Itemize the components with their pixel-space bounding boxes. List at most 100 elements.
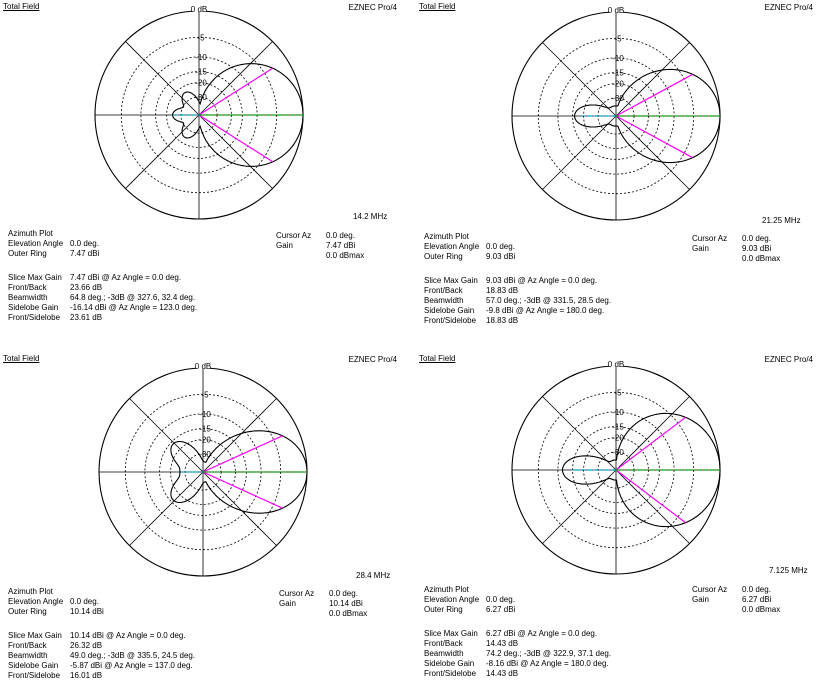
slice-max-value: 7.47 dBi @ Az Angle = 0.0 deg. bbox=[70, 273, 182, 282]
ring-label: -10 bbox=[195, 53, 207, 62]
plot-window-21mhz: Total Field EZNEC Pro/4 0 dB -5 -10 -15 -20 -… bbox=[416, 0, 821, 340]
radiation-pattern bbox=[170, 430, 308, 514]
front-back-value: 23.66 dB bbox=[70, 283, 103, 292]
gain-label: Gain bbox=[276, 241, 293, 250]
ring-label: -20 bbox=[199, 436, 211, 445]
ring-label: -15 bbox=[612, 423, 624, 432]
polar-plot[interactable]: 0 dB -5 -10 -15 -20 -30 bbox=[416, 352, 821, 584]
slice-max-label: Slice Max Gain bbox=[8, 273, 62, 282]
grid-spoke bbox=[615, 115, 690, 190]
front-back-label: Front/Back bbox=[8, 641, 47, 650]
ring-label: -30 bbox=[199, 450, 211, 459]
panel-title: Total Field bbox=[3, 354, 40, 363]
gain-max-value: 0.0 dBmax bbox=[742, 254, 781, 263]
polar-plot[interactable]: 0 dB -5 -10 -15 -20 -30 bbox=[0, 352, 405, 584]
outer-ring-label: Outer Ring bbox=[8, 249, 47, 258]
front-back-label: Front/Back bbox=[8, 283, 47, 292]
beamwidth-label: Beamwidth bbox=[424, 296, 464, 305]
cursor-az-label: Cursor Az bbox=[692, 234, 728, 243]
zero-db-label-bg bbox=[192, 4, 206, 12]
front-back-value: 18.83 dB bbox=[486, 286, 519, 295]
ring-label: -10 bbox=[199, 410, 211, 419]
ring-label: -10 bbox=[612, 54, 624, 63]
panel-title: Total Field bbox=[3, 2, 40, 11]
front-sidelobe-label: Front/Sidelobe bbox=[8, 313, 61, 322]
frequency-label: 14.2 MHz bbox=[353, 212, 388, 221]
front-sidelobe-value: 14.43 dB bbox=[486, 669, 519, 678]
zero-db-label-bg bbox=[196, 361, 210, 369]
elevation-label: Elevation Angle bbox=[424, 242, 480, 251]
elevation-value: 0.0 deg. bbox=[70, 597, 99, 606]
plot-type-label: Azimuth Plot bbox=[424, 232, 469, 241]
grid-spoke bbox=[198, 41, 273, 116]
cursor-az-label: Cursor Az bbox=[276, 231, 312, 240]
gain-label: Gain bbox=[692, 244, 709, 253]
slice-max-label: Slice Max Gain bbox=[8, 631, 62, 640]
gain-label: Gain bbox=[692, 595, 709, 604]
elevation-value: 0.0 deg. bbox=[70, 239, 99, 248]
outer-ring-value: 6.27 dBi bbox=[486, 605, 516, 614]
gain-max-value: 0.0 dBmax bbox=[329, 609, 368, 618]
ring-label: -20 bbox=[612, 434, 624, 443]
sidelobe-gain-label: Sidelobe Gain bbox=[8, 303, 59, 312]
ring-label: -5 bbox=[201, 390, 209, 399]
ring-label: -30 bbox=[195, 93, 207, 102]
grid-spoke bbox=[129, 398, 204, 473]
plot-window-28mhz: Total Field EZNEC Pro/4 0 dB -5 -10 -15 -20 -… bbox=[0, 352, 405, 692]
elevation-label: Elevation Angle bbox=[8, 597, 64, 606]
gain-value: 7.47 dBi bbox=[326, 241, 356, 250]
zero-db-label-bg bbox=[609, 5, 623, 13]
ring-label: -5 bbox=[614, 34, 622, 43]
slice-max-value: 6.27 dBi @ Az Angle = 0.0 deg. bbox=[486, 629, 598, 638]
zero-db-label-bg bbox=[609, 359, 623, 367]
cursor-az-value: 0.0 deg. bbox=[326, 231, 355, 240]
frequency-label: 21.25 MHz bbox=[762, 216, 801, 225]
polar-plot[interactable]: 0 dB -5 -10 -15 -20 -30 bbox=[0, 0, 405, 232]
cursor-az-value: 0.0 deg. bbox=[742, 585, 771, 594]
sidelobe-gain-label: Sidelobe Gain bbox=[8, 661, 59, 670]
grid-spoke bbox=[198, 114, 273, 189]
front-sidelobe-label: Front/Sidelobe bbox=[8, 671, 61, 680]
front-back-label: Front/Back bbox=[424, 639, 463, 648]
outer-ring-label: Outer Ring bbox=[424, 252, 463, 261]
ring-label: -30 bbox=[612, 94, 624, 103]
zero-db-label: 0 dB bbox=[195, 362, 211, 371]
front-back-value: 26.32 dB bbox=[70, 641, 103, 650]
slice-max-label: Slice Max Gain bbox=[424, 276, 478, 285]
panel-title: Total Field bbox=[419, 2, 456, 11]
plot-window-14mhz: Total Field EZNEC Pro/4 0 dB -5 -10 -15 -20 -… bbox=[0, 0, 405, 340]
front-sidelobe-value: 18.83 dB bbox=[486, 316, 519, 325]
grid-spoke bbox=[202, 471, 277, 546]
beamwidth-label: Beamwidth bbox=[8, 651, 48, 660]
brand-label: EZNEC Pro/4 bbox=[348, 3, 397, 12]
front-sidelobe-value: 23.61 dB bbox=[70, 313, 103, 322]
ring-label: -5 bbox=[197, 33, 205, 42]
cursor-az-value: 0.0 deg. bbox=[329, 589, 358, 598]
cursor-az-value: 0.0 deg. bbox=[742, 234, 771, 243]
beamwidth-value: 64.8 deg.; -3dB @ 327.6, 32.4 deg. bbox=[70, 293, 196, 302]
sidelobe-gain-value: -16.14 dBi @ Az Angle = 123.0 deg. bbox=[70, 303, 198, 312]
radiation-pattern bbox=[561, 412, 721, 528]
outer-ring-value: 7.47 dBi bbox=[70, 249, 100, 258]
ring-label: -15 bbox=[199, 425, 211, 434]
polar-plot[interactable]: 0 dB -5 -10 -15 -20 -30 bbox=[416, 0, 821, 232]
grid-spoke bbox=[615, 396, 690, 471]
beamwidth-value: 74.2 deg.; -3dB @ 322.9, 37.1 deg. bbox=[486, 649, 612, 658]
front-back-label: Front/Back bbox=[424, 286, 463, 295]
frequency-label: 28.4 MHz bbox=[356, 571, 391, 580]
ring-label: -20 bbox=[612, 80, 624, 89]
beamwidth-label: Beamwidth bbox=[8, 293, 48, 302]
gain-value: 9.03 dBi bbox=[742, 244, 772, 253]
slice-max-label: Slice Max Gain bbox=[424, 629, 478, 638]
gain-max-value: 0.0 dBmax bbox=[742, 605, 781, 614]
outer-ring-label: Outer Ring bbox=[8, 607, 47, 616]
radiation-pattern bbox=[574, 68, 721, 164]
radiation-pattern bbox=[172, 63, 304, 167]
ring-label: -30 bbox=[612, 448, 624, 457]
grid-spoke bbox=[129, 471, 204, 546]
cursor-az-label: Cursor Az bbox=[279, 589, 315, 598]
beamwidth-line bbox=[198, 67, 274, 116]
grid-spoke bbox=[542, 115, 617, 190]
ring-label: -15 bbox=[612, 69, 624, 78]
grid-spoke bbox=[542, 42, 617, 117]
